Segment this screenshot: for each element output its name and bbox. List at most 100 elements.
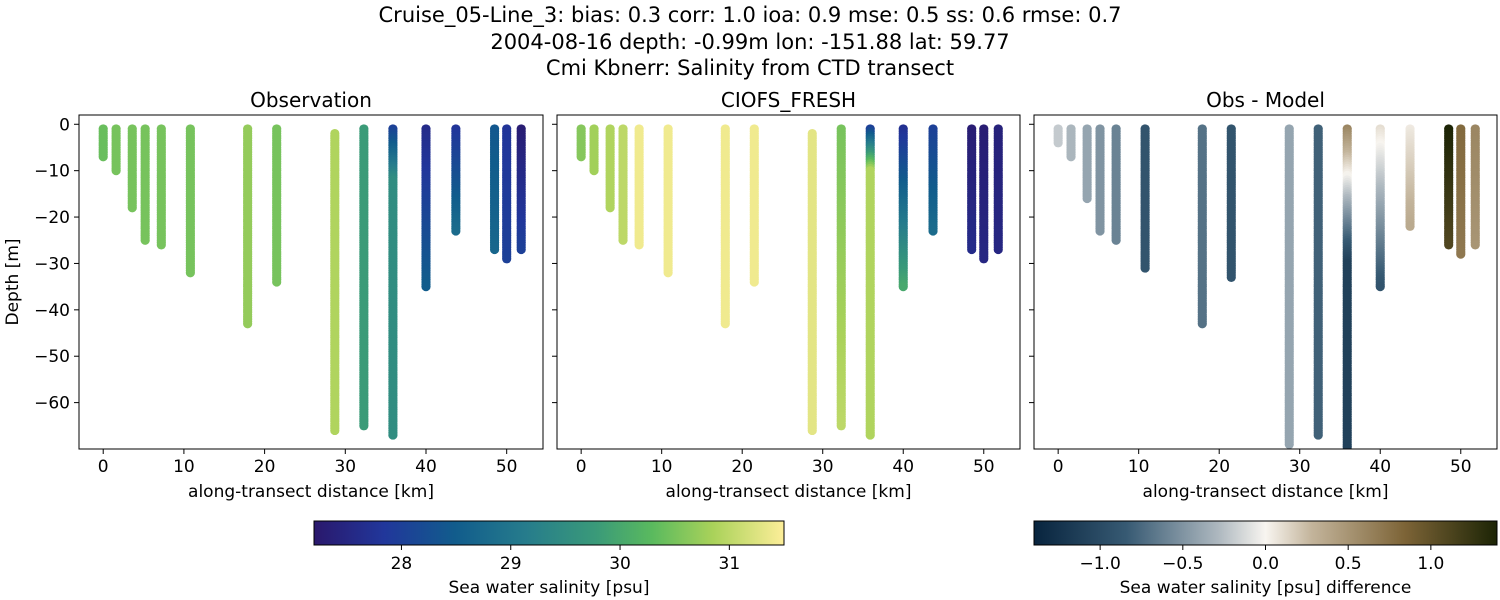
figure-title-line-1: Cruise_05-Line_3: bias: 0.3 corr: 1.0 io… [378, 3, 1122, 27]
cast-8 [1226, 124, 1236, 282]
data-point [140, 235, 150, 245]
data-point [1197, 319, 1207, 329]
y-axis-label: Depth [m] [3, 238, 23, 325]
x-tick-label: 20 [254, 457, 276, 477]
data-point [663, 268, 673, 278]
cast-3 [1082, 124, 1092, 204]
cast-13 [928, 124, 938, 236]
data-point [618, 235, 628, 245]
x-tick-label: 0 [98, 457, 109, 477]
axes-frame [78, 114, 544, 450]
panel-3: 0 10 20 30 40 50 Obs - Model along-transect dis… [1029, 88, 1498, 502]
cast-1 [98, 124, 108, 162]
cast-8 [272, 124, 282, 287]
panel-title: Obs - Model [1206, 88, 1325, 112]
data-points [1053, 124, 1480, 449]
cast-11 [865, 124, 875, 440]
colorbar-label: Sea water salinity [psu] [449, 578, 650, 598]
data-point [807, 425, 817, 436]
x-tick-label: 20 [731, 457, 753, 477]
colorbar-tick-label: 28 [391, 554, 413, 574]
cast-7 [243, 124, 253, 329]
data-point [576, 152, 586, 162]
x-axis-label: along-transect distance [km] [1143, 482, 1389, 502]
cast-14 [489, 124, 500, 255]
cast-3 [127, 124, 137, 213]
colorbar-tick-label: 30 [609, 554, 631, 574]
panel-title: CIOFS_FRESH [721, 88, 856, 112]
cast-5 [1111, 124, 1121, 245]
data-point [111, 166, 121, 176]
x-tick-label: 0 [1053, 457, 1064, 477]
figure-title-line-3: Cmi Kbnerr: Salinity from CTD transect [545, 56, 955, 80]
colorbar-tick-label: 0.0 [1252, 554, 1279, 574]
data-point [720, 319, 730, 329]
x-tick-label: 30 [1289, 457, 1311, 477]
colorbar-tick-label: 1.0 [1417, 554, 1444, 574]
x-tick-label: 30 [812, 457, 834, 477]
x-tick-label: 30 [334, 457, 356, 477]
cast-12 [1375, 124, 1385, 292]
x-tick-label: 10 [1128, 457, 1150, 477]
data-point [330, 425, 340, 436]
data-point [1313, 430, 1323, 440]
data-point [127, 203, 137, 213]
cast-10 [359, 124, 369, 431]
data-point [967, 244, 977, 255]
cast-1 [1053, 124, 1063, 148]
data-point [836, 421, 846, 431]
data-point [1066, 152, 1076, 162]
cast-9 [330, 128, 340, 436]
y-tick-label: −30 [34, 254, 70, 274]
cast-9 [1284, 124, 1294, 449]
data-point [388, 430, 398, 440]
colorbar-1: 28 29 30 31 Sea water salinity [psu] [313, 520, 785, 598]
data-point [1375, 282, 1385, 292]
x-tick-label: 40 [892, 457, 914, 477]
data-point [489, 244, 500, 255]
cast-1 [576, 124, 586, 162]
cast-11 [1342, 124, 1352, 449]
cast-12 [898, 124, 908, 292]
cast-12 [421, 124, 431, 292]
cast-5 [156, 124, 166, 250]
cast-5 [634, 124, 644, 250]
cast-7 [720, 124, 730, 329]
data-point [502, 254, 512, 264]
data-point [1226, 272, 1236, 282]
cast-16 [993, 124, 1003, 255]
data-point [605, 203, 615, 213]
data-point [1470, 240, 1480, 250]
data-point [589, 166, 599, 176]
y-tick-label: −40 [34, 301, 70, 321]
data-point [1140, 263, 1150, 273]
y-tick-label: 0 [59, 115, 70, 135]
cast-6 [1140, 124, 1150, 273]
x-tick-label: 50 [973, 457, 995, 477]
data-points [98, 124, 526, 440]
plot-area [79, 115, 543, 449]
data-point [1111, 235, 1121, 245]
panel-1: 0 10 20 30 40 50 0 −10 −20 −30 −40 −50 −60 Observatio… [3, 88, 544, 502]
data-point [272, 277, 282, 287]
y-tick-label: −10 [34, 162, 70, 182]
data-point [243, 319, 253, 329]
cast-2 [589, 124, 599, 176]
figure-title-line-2: 2004-08-16 depth: -0.99m lon: -151.88 la… [490, 30, 1010, 54]
plot-area [557, 115, 1020, 449]
data-point [451, 226, 461, 236]
axes-frame [556, 114, 1021, 450]
data-point [421, 282, 431, 292]
cast-15 [979, 124, 989, 264]
x-tick-label: 40 [415, 457, 437, 477]
data-point [156, 240, 166, 250]
axes-frame [1033, 114, 1498, 450]
panel-2: 0 10 20 30 40 50 CIOFS_FRESH along-transect dis… [552, 88, 1021, 502]
data-point [1444, 240, 1454, 250]
data-point [359, 421, 369, 431]
cast-14 [967, 124, 977, 255]
colorbar-tick-label: 31 [719, 554, 741, 574]
colorbar-label: Sea water salinity [psu] difference [1120, 578, 1412, 598]
